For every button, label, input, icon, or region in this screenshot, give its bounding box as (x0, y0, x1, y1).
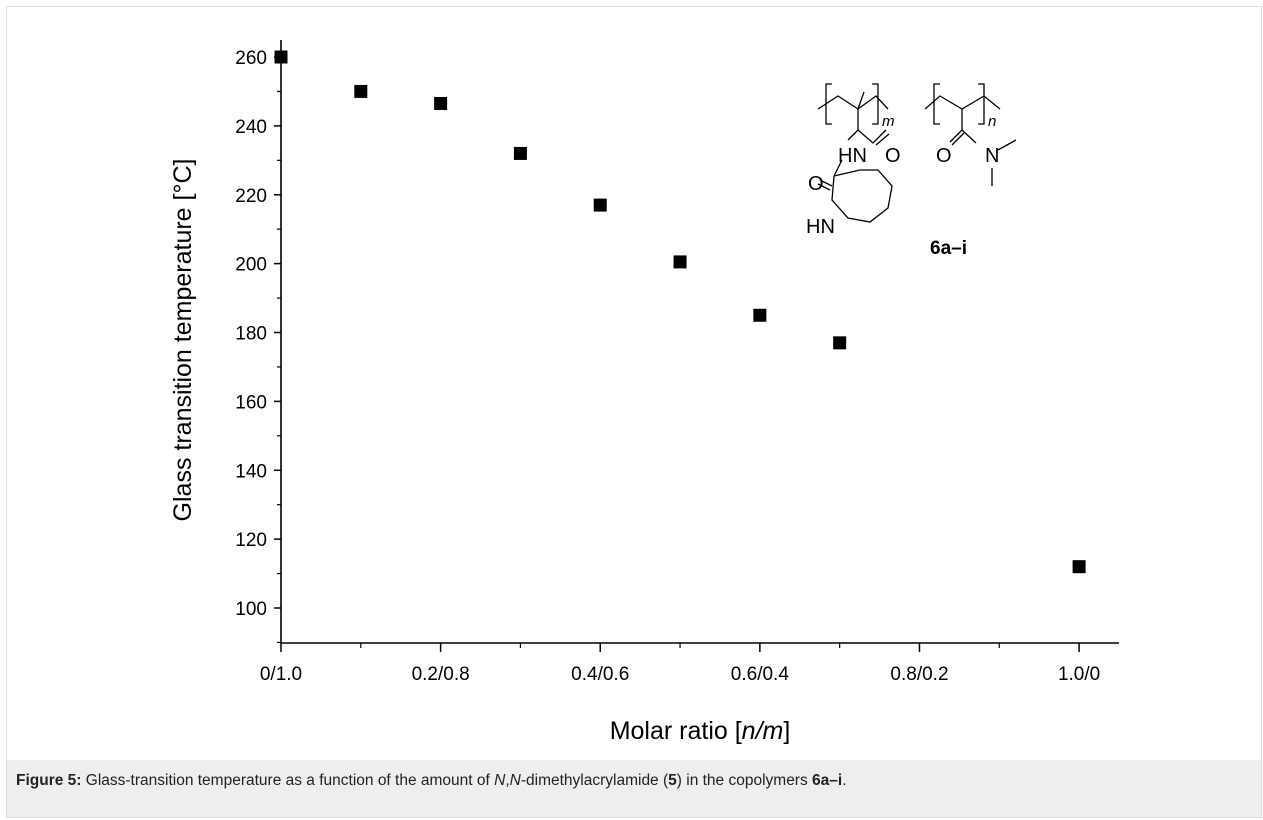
data-point (513, 146, 527, 160)
caption-text-2: -dimethylacrylamide ( (520, 772, 669, 789)
label-o-amide-2: O (936, 145, 952, 167)
bracket-m-left (825, 83, 832, 125)
side-chain-2 (949, 109, 977, 144)
x-axis-title-italic: n/m (742, 717, 784, 745)
caption-compound-5: 5 (668, 772, 677, 789)
data-point (1072, 560, 1086, 574)
data-point (753, 308, 767, 322)
data-markers (274, 50, 1086, 574)
x-axis-title-prefix: Molar ratio [ (610, 717, 742, 745)
subscript-m: m (882, 113, 895, 130)
side-chain-1 (857, 109, 887, 144)
caption-italic-n1: N (494, 772, 506, 789)
y-tick-label: 120 (235, 530, 267, 551)
y-tick-label: 220 (235, 186, 267, 207)
label-hn-lactam: HN (806, 216, 835, 238)
structure-backdrop (792, 72, 1028, 269)
label-o-lactam: O (808, 173, 824, 195)
x-tick-label: 0.8/0.2 (890, 664, 948, 685)
caption-text-1: Glass-transition temperature as a functi… (81, 772, 495, 789)
bracket-n-left (933, 83, 940, 125)
caption-label: Figure 5: (16, 772, 82, 789)
y-tick-label: 200 (235, 255, 267, 276)
y-tick-label: 180 (235, 324, 267, 345)
carbonyl-1 (875, 133, 890, 146)
caption-text-4: . (842, 772, 847, 789)
data-point (673, 255, 687, 269)
amide-link (833, 129, 859, 177)
x-axis-title: Molar ratio [n/m] (610, 717, 791, 745)
x-tick-label: 0.6/0.4 (731, 664, 790, 685)
data-point (434, 96, 448, 110)
chemical-structure: m n HN O O N O HN 6a–i (792, 72, 1028, 269)
compound-label: 6a–i (930, 238, 967, 259)
y-tick-label: 100 (235, 599, 267, 620)
x-tick-label: 1.0/0 (1058, 664, 1100, 685)
methyl-bond (857, 91, 865, 110)
label-n-dimethyl: N (985, 145, 999, 167)
caption-text-3: ) in the copolymers (676, 772, 813, 789)
lactam-ring (831, 169, 893, 223)
x-tick-label: 0.2/0.8 (412, 664, 470, 685)
x-axis-title-suffix: ] (783, 717, 790, 745)
y-tick-label: 240 (235, 117, 267, 138)
caption-compound-6: 6a–i (812, 772, 843, 789)
figure-caption: Figure 5: Glass-transition temperature a… (7, 760, 1261, 817)
x-tick-label: 0.4/0.6 (571, 664, 629, 685)
y-tick-label: 140 (235, 461, 267, 482)
y-ticks: 100 120 140 160 180 200 220 240 260 (235, 48, 281, 644)
x-ticks: 0/1.0 0.2/0.8 0.4/0.6 0.6/0.4 0.8/0.2 1.0/0 (260, 643, 1100, 685)
bracket-m-right (872, 83, 879, 125)
y-axis-title: Glass transition temperature [°C] (169, 159, 197, 522)
y-tick-label: 160 (235, 392, 267, 413)
dimethyl-bonds (991, 139, 1017, 186)
bracket-n-right (978, 83, 985, 125)
data-point (593, 198, 607, 212)
data-point (833, 336, 847, 350)
lactam-carbonyl (817, 179, 833, 191)
y-tick-label: 260 (235, 48, 267, 69)
scatter-chart: 100 120 140 160 180 200 220 240 260 0/1.0 0.2/0.8… (169, 40, 1119, 745)
data-point (354, 84, 368, 98)
data-point (274, 50, 288, 64)
caption-italic-n2: N (509, 772, 521, 789)
label-o-amide: O (885, 145, 901, 167)
caption-comma: , (505, 772, 510, 789)
subscript-n: n (988, 113, 996, 130)
label-hn-amide: HN (838, 145, 867, 167)
x-tick-label: 0/1.0 (260, 664, 302, 685)
carbonyl-2 (951, 132, 965, 146)
